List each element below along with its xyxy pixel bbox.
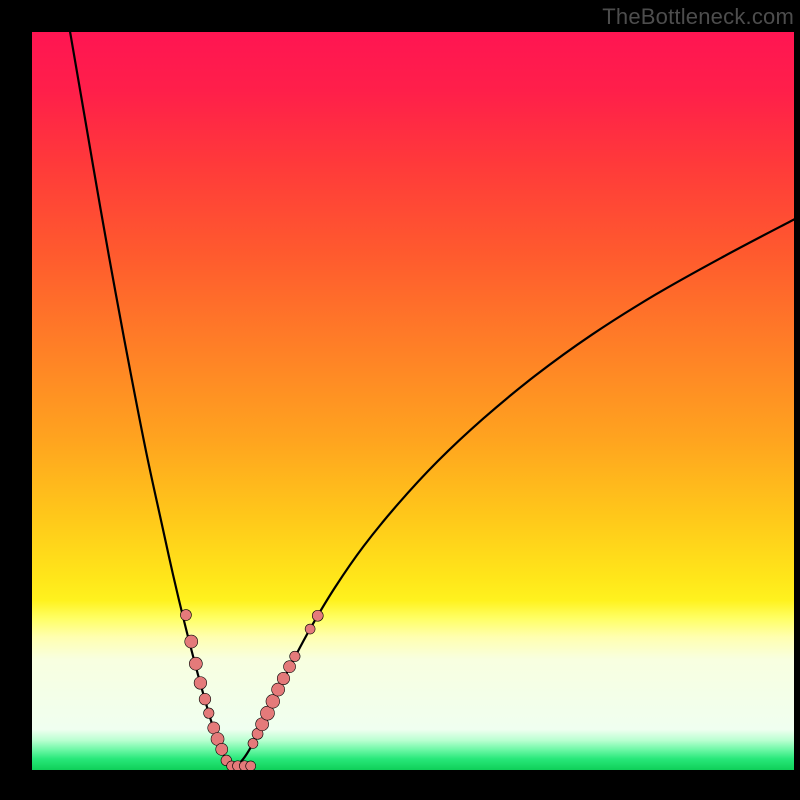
data-marker: [199, 693, 211, 705]
plot-area: [32, 32, 794, 770]
data-marker: [246, 761, 256, 770]
data-marker: [248, 738, 258, 748]
data-marker: [180, 610, 191, 621]
data-marker: [312, 610, 323, 621]
data-marker: [284, 661, 296, 673]
data-marker: [272, 683, 285, 696]
watermark-text: TheBottleneck.com: [602, 4, 794, 30]
chart-root: TheBottleneck.com: [0, 0, 800, 800]
data-marker: [266, 695, 280, 709]
data-marker: [194, 677, 207, 690]
curve-layer: [32, 32, 794, 770]
curve-left: [70, 32, 234, 767]
data-marker: [216, 743, 228, 755]
data-marker: [277, 672, 289, 684]
data-marker: [290, 651, 300, 661]
data-marker: [305, 624, 315, 634]
curve-right: [234, 219, 794, 766]
data-marker: [185, 635, 198, 648]
data-marker: [189, 657, 202, 670]
data-marker: [204, 708, 214, 718]
data-marker: [208, 722, 220, 734]
